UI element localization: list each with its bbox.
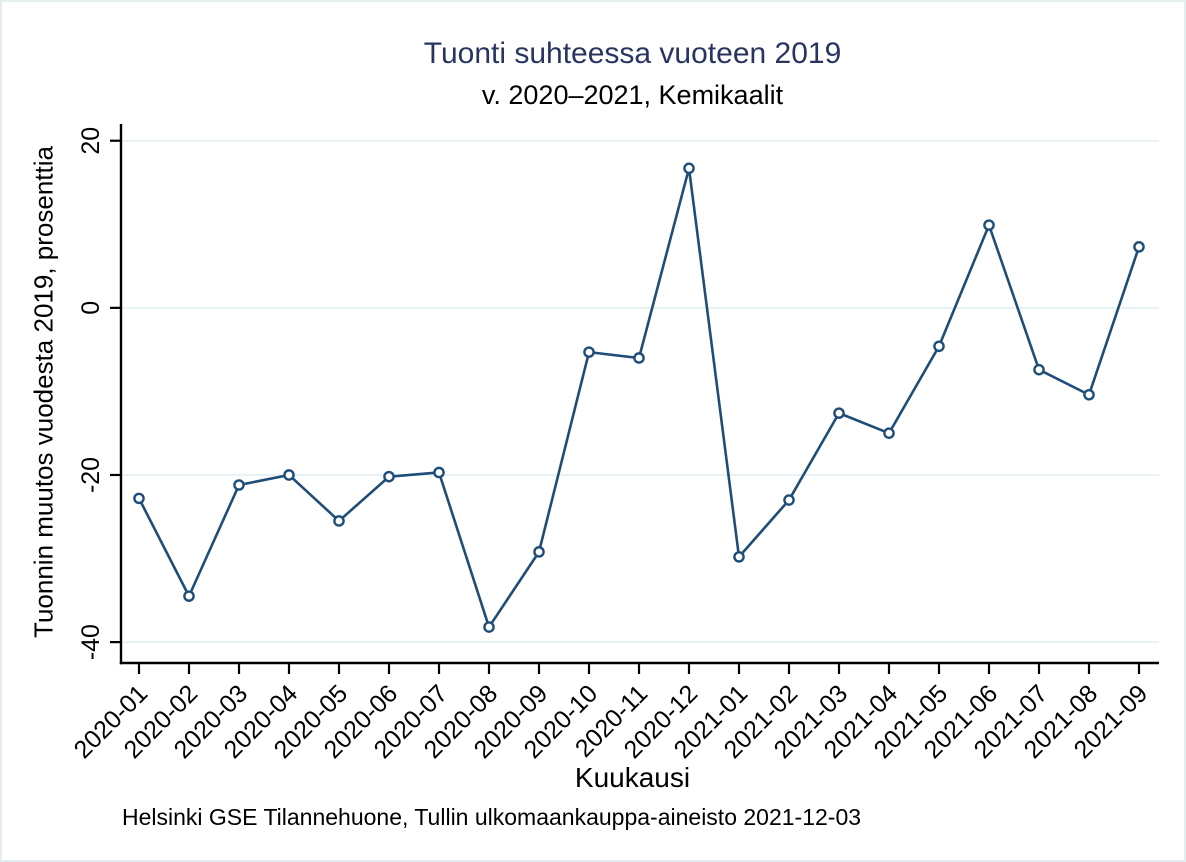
data-point: [633, 352, 645, 364]
data-point: [1133, 241, 1145, 253]
data-point: [883, 427, 895, 439]
data-point: [833, 407, 845, 419]
x-axis-title: Kuukausi: [574, 762, 691, 793]
data-point: [183, 590, 195, 602]
data-point: [933, 340, 945, 353]
data-point: [233, 479, 245, 491]
data-point: [733, 551, 745, 563]
chart-title: Tuonti suhteessa vuoteen 2019: [423, 37, 842, 70]
data-point: [133, 492, 145, 505]
data-point: [983, 219, 995, 231]
data-line: [137, 166, 1141, 629]
data-point: [333, 515, 345, 527]
source-note: Helsinki GSE Tilannehuone, Tullin ulkoma…: [122, 804, 862, 830]
data-point: [283, 469, 295, 481]
data-point: [1033, 363, 1045, 376]
data-point: [583, 346, 595, 358]
y-tick-label: -40: [77, 624, 105, 660]
y-tick-label: -20: [77, 457, 105, 493]
y-axis-title: Tuonnin muutos vuodesta 2019, prosenttia: [28, 146, 59, 638]
data-point: [783, 494, 795, 506]
data-point: [683, 162, 695, 175]
chart-subtitle: v. 2020–2021, Kemikaalit: [481, 80, 784, 110]
data-point: [1083, 388, 1095, 401]
y-tick-label: 20: [77, 127, 105, 155]
data-point: [433, 466, 445, 479]
y-tick-label: 0: [77, 301, 105, 315]
data-point: [533, 546, 545, 558]
data-point: [383, 470, 395, 483]
data-point: [483, 621, 495, 633]
